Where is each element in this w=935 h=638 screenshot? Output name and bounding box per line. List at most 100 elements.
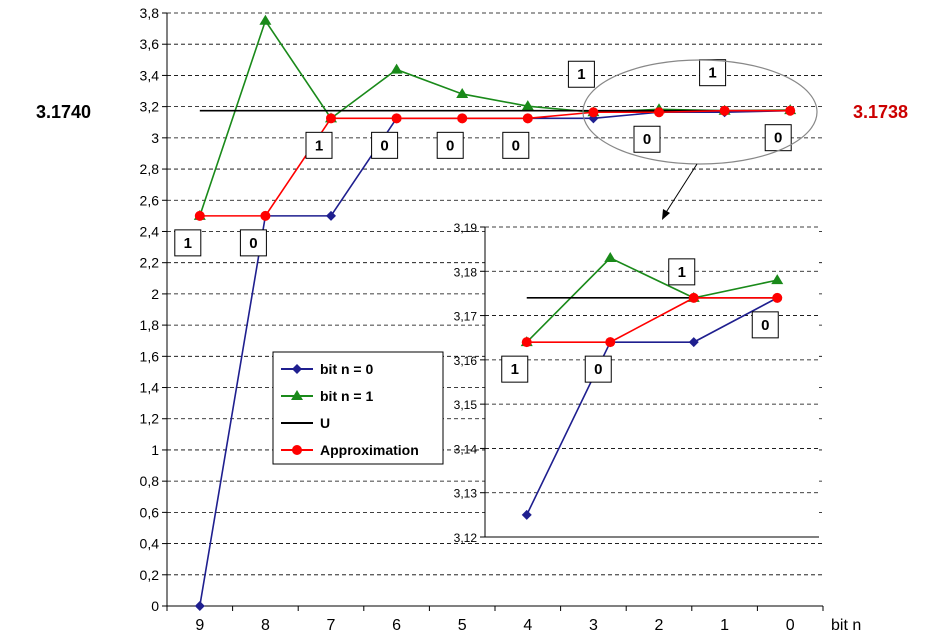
series-line-approximation (526, 297, 778, 343)
point-bit1 (456, 87, 469, 98)
y-tick-label: 1,4 (140, 380, 160, 396)
y-tick-label: 3,8 (140, 5, 160, 21)
bit-label-frame (668, 258, 696, 286)
y-tick-label: 0,4 (140, 536, 160, 552)
y-tick-label: 3,6 (140, 36, 160, 52)
x-tick-label: 7 (327, 617, 336, 634)
y-tick-label: 3,19 (454, 221, 478, 235)
y-tick-label: 3,2 (140, 99, 160, 115)
main-y-tick-labels: 0 0,2 0,4 0,6 0,8 1 1,2 1,4 1,6 1,8 2 2,2 2,4 2,6 2,8 3… (140, 5, 160, 614)
y-tick-label: 2,6 (140, 192, 160, 208)
bit-label-value: 0 (249, 235, 257, 252)
y-tick-label: 3,18 (454, 265, 478, 279)
inset-axes (480, 226, 819, 538)
bit-label-box: 1 (567, 60, 595, 88)
point-approximation (654, 107, 664, 118)
series-line-bit0 (526, 297, 778, 516)
y-tick-label: 3,15 (454, 398, 478, 412)
point-bit1 (604, 252, 617, 262)
point-approximation (605, 337, 616, 348)
legend-entry-label: Approximation (320, 442, 419, 458)
legend-entry-approximation: Approximation (281, 442, 419, 458)
bit-label-frame (371, 131, 399, 159)
series-line-approximation (199, 109, 791, 217)
point-bit1 (521, 100, 534, 111)
bit-label-value: 0 (446, 137, 454, 154)
point-approximation (194, 210, 205, 221)
zoom-arrow (664, 163, 698, 215)
point-approximation (326, 113, 336, 124)
bit-label-frame (305, 131, 333, 159)
point-approximation (391, 113, 402, 124)
bit-label-box: 0 (633, 125, 661, 153)
bit-label-box: 1 (699, 59, 727, 87)
x-tick-label: 6 (392, 617, 401, 634)
legend-swatch-marker (292, 364, 302, 374)
bit-label-frame (501, 355, 529, 383)
legend-entry-bit0: bit n = 0 (281, 361, 374, 377)
legend-entry-label: U (320, 415, 330, 431)
legend-entry-label: bit n = 1 (320, 388, 374, 404)
bit-label-value: 1 (708, 65, 716, 82)
y-tick-label: 0 (151, 598, 159, 614)
point-approximation (688, 292, 699, 303)
bit-label-box: 0 (502, 131, 530, 159)
x-tick-label: 4 (523, 617, 532, 634)
bit-label-frame (584, 355, 612, 383)
point-approximation (521, 337, 532, 348)
legend-swatch-marker (292, 445, 302, 455)
y-tick-label: 2,4 (140, 223, 160, 239)
bit-label-frame (174, 229, 202, 257)
point-approximation (522, 113, 533, 124)
bit-label-frame (751, 311, 779, 339)
point-bit1 (771, 274, 784, 285)
point-bit0 (521, 509, 532, 520)
main-axes (162, 12, 824, 611)
zoom-highlight-ellipse (582, 59, 818, 165)
bit-label-value: 1 (678, 264, 686, 281)
point-bit1 (390, 63, 403, 74)
y-tick-label: 1 (151, 442, 159, 458)
y-tick-label: 2,2 (140, 255, 160, 271)
right-side-value: 3.1738 (853, 102, 908, 122)
point-approximation (457, 113, 468, 124)
series-approximation (194, 105, 796, 221)
y-tick-label: 0,6 (140, 504, 160, 520)
legend-box (272, 351, 444, 465)
main-bit-labels: 1 0 1 0 0 0 1 0 1 0 (174, 59, 792, 257)
bit-label-value: 0 (774, 130, 782, 147)
y-tick-label: 3,13 (454, 487, 478, 501)
y-tick-label: 2 (151, 286, 159, 302)
y-tick-label: 3,12 (454, 531, 478, 545)
legend: bit n = 0 bit n = 1 U Approximation (272, 351, 444, 465)
legend-entry-bit1: bit n = 1 (281, 388, 374, 404)
bit-label-box: 0 (751, 311, 779, 339)
point-approximation (719, 105, 730, 116)
bit-label-box: 0 (371, 131, 399, 159)
bit-label-box: 1 (174, 229, 202, 257)
y-tick-label: 3,14 (454, 442, 478, 456)
inset-chart: 3,12 3,13 3,14 3,15 3,16 3,17 3,18 3,19 1 0 1 0 (454, 221, 819, 545)
bit-label-box: 0 (436, 131, 464, 159)
y-tick-label: 3,17 (454, 310, 478, 324)
bit-label-value: 1 (315, 137, 323, 154)
bit-label-value: 1 (511, 361, 519, 378)
legend-entry-U: U (281, 415, 330, 431)
point-bit0 (688, 337, 699, 348)
bit-label-value: 0 (643, 131, 651, 148)
point-approximation (260, 210, 271, 221)
series-approximation (521, 292, 783, 348)
series-line-bit1 (526, 257, 778, 343)
bit-label-value: 0 (380, 137, 388, 154)
bit-label-value: 0 (594, 361, 602, 378)
point-approximation (588, 107, 599, 118)
bit-label-frame (633, 125, 661, 153)
inset-series (520, 252, 784, 520)
bit-label-box: 1 (668, 258, 696, 286)
x-tick-label: 9 (195, 617, 204, 634)
x-axis-label: bit n (831, 617, 861, 634)
bit-label-frame (239, 229, 267, 257)
bit-label-frame (567, 60, 595, 88)
bit-label-frame (502, 131, 530, 159)
point-bit0 (194, 601, 205, 611)
